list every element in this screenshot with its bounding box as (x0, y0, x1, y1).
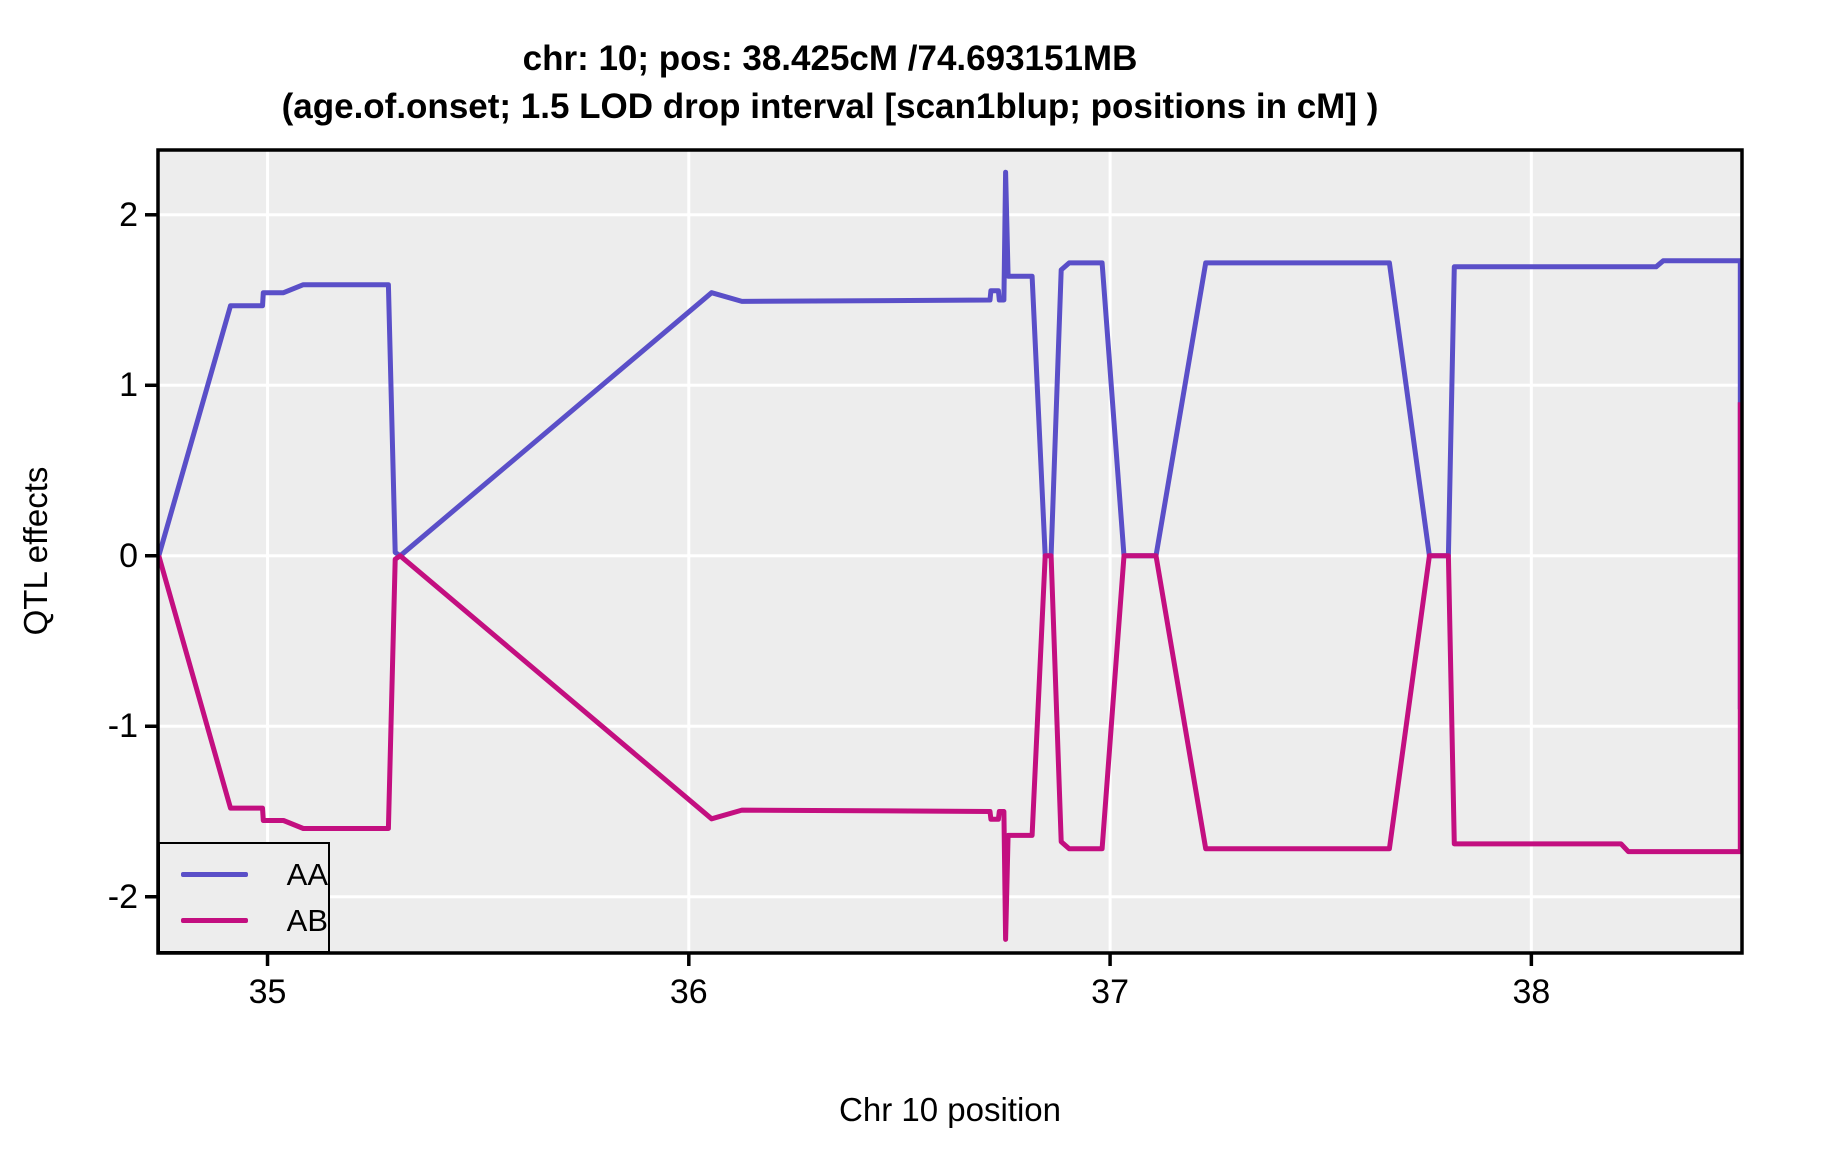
chart-subtitle: (age.of.onset; 1.5 LOD drop interval [sc… (281, 87, 1379, 126)
x-tick-label: 35 (248, 973, 287, 1011)
legend-line-swatch-AA (181, 872, 248, 877)
legend-label-AA: AA (286, 856, 328, 892)
panel-border (156, 148, 1744, 955)
series-line-AB (156, 402, 1743, 942)
y-tick-label: -2 (107, 877, 138, 916)
x-tick-label: 37 (1091, 973, 1129, 1011)
x-tick-label: 38 (1512, 973, 1551, 1011)
legend-box: AA AB (158, 842, 330, 953)
legend-line-swatch-AB (181, 918, 248, 923)
x-tick-label: 36 (669, 973, 708, 1011)
legend-label-AB: AB (286, 902, 328, 938)
legend-item: AB (160, 902, 328, 940)
x-axis-title: Chr 10 position (839, 1091, 1061, 1128)
y-tick-label: -1 (107, 707, 138, 746)
legend-item: AA (160, 856, 328, 894)
plot-panel (158, 150, 1742, 953)
y-tick-label: 2 (119, 195, 138, 234)
y-tick-label: 0 (119, 536, 138, 575)
chart-title: chr: 10; pos: 38.425cM /74.693151MB (522, 39, 1138, 78)
y-tick-label: 1 (119, 366, 138, 405)
